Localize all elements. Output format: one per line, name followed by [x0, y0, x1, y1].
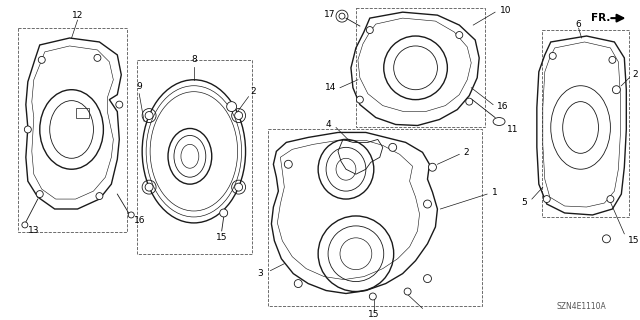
- Text: 13: 13: [28, 226, 39, 236]
- Ellipse shape: [128, 212, 134, 218]
- Text: 2: 2: [251, 87, 257, 96]
- Ellipse shape: [24, 126, 31, 133]
- Ellipse shape: [388, 143, 397, 151]
- Text: SZN4E1110A: SZN4E1110A: [557, 302, 607, 311]
- Text: 1: 1: [492, 188, 498, 196]
- Ellipse shape: [220, 209, 228, 217]
- Ellipse shape: [94, 54, 101, 61]
- Ellipse shape: [339, 13, 345, 19]
- Text: FR.: FR.: [591, 13, 610, 23]
- Ellipse shape: [356, 96, 364, 103]
- Text: 14: 14: [324, 83, 336, 92]
- Ellipse shape: [116, 101, 123, 108]
- Text: 10: 10: [500, 6, 511, 15]
- Ellipse shape: [369, 293, 376, 300]
- Ellipse shape: [366, 27, 373, 34]
- Ellipse shape: [36, 191, 44, 197]
- Ellipse shape: [612, 86, 620, 94]
- Text: 9: 9: [136, 82, 142, 91]
- Text: 4: 4: [325, 120, 331, 129]
- Ellipse shape: [96, 193, 103, 200]
- Ellipse shape: [284, 160, 292, 168]
- Text: 15: 15: [368, 310, 380, 319]
- Bar: [76, 108, 90, 117]
- Text: 2: 2: [632, 70, 638, 79]
- Text: 8: 8: [191, 55, 196, 64]
- Bar: [268, 130, 482, 307]
- Text: 6: 6: [576, 20, 582, 28]
- Text: 16: 16: [134, 216, 146, 225]
- Ellipse shape: [549, 52, 556, 60]
- Ellipse shape: [602, 235, 611, 243]
- Ellipse shape: [424, 275, 431, 283]
- Ellipse shape: [456, 32, 463, 38]
- Ellipse shape: [235, 183, 243, 191]
- Ellipse shape: [227, 102, 237, 112]
- Ellipse shape: [609, 56, 616, 63]
- Ellipse shape: [607, 196, 614, 203]
- Text: 5: 5: [521, 197, 527, 206]
- Ellipse shape: [543, 196, 550, 203]
- Ellipse shape: [424, 200, 431, 208]
- Bar: [18, 28, 127, 232]
- Ellipse shape: [429, 163, 436, 171]
- Ellipse shape: [22, 222, 28, 228]
- Bar: [542, 30, 629, 217]
- Text: 16: 16: [497, 102, 509, 111]
- Ellipse shape: [38, 56, 45, 63]
- Text: 2: 2: [463, 148, 469, 157]
- Text: 15: 15: [628, 236, 640, 245]
- Text: 17: 17: [324, 10, 335, 19]
- Ellipse shape: [404, 288, 411, 295]
- Ellipse shape: [145, 183, 153, 191]
- Text: 15: 15: [216, 233, 227, 242]
- Ellipse shape: [294, 280, 302, 288]
- Ellipse shape: [235, 112, 243, 120]
- Text: 11: 11: [507, 125, 518, 134]
- Text: 12: 12: [72, 11, 83, 20]
- Text: 3: 3: [258, 269, 264, 278]
- Bar: [137, 60, 252, 254]
- Ellipse shape: [145, 112, 153, 120]
- Ellipse shape: [466, 98, 473, 105]
- Bar: [356, 8, 485, 127]
